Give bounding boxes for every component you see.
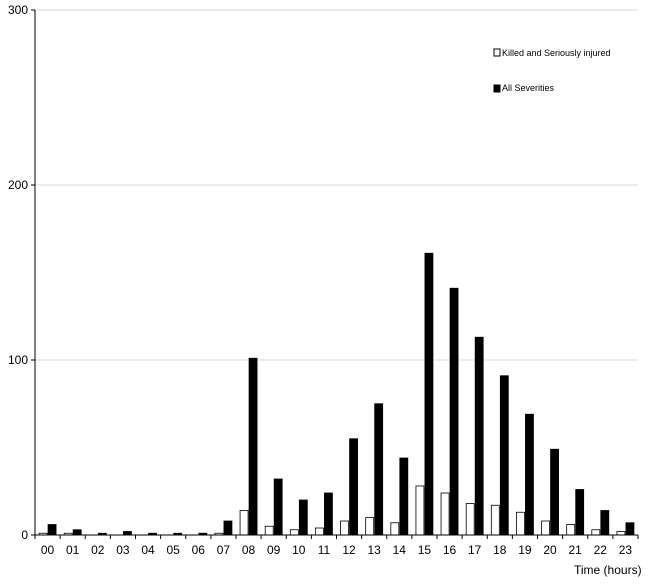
bar-kasi-17 <box>465 503 475 536</box>
bar-kasi-23 <box>616 531 626 536</box>
bar-all-14 <box>399 457 409 536</box>
x-tick-label: 07 <box>217 543 231 557</box>
y-tick-label: 100 <box>8 353 28 367</box>
bar-all-19 <box>525 413 534 536</box>
bar-all-09 <box>273 478 283 536</box>
bar-kasi-14 <box>390 522 400 536</box>
bar-all-12 <box>349 438 358 536</box>
gridlines <box>35 9 638 361</box>
bar-kasi-22 <box>591 529 601 536</box>
y-tick-label: 0 <box>21 528 28 542</box>
bar-kasi-18 <box>490 504 500 536</box>
x-tick-label: 15 <box>418 543 432 557</box>
legend-label-kasi: Killed and Seriously injured <box>502 48 611 58</box>
bar-kasi-15 <box>415 485 425 536</box>
bar-all-15 <box>424 252 434 536</box>
bar-kasi-16 <box>440 492 450 536</box>
x-tick-label: 21 <box>569 543 583 557</box>
x-tick-label: 03 <box>116 543 130 557</box>
bars <box>38 252 635 536</box>
x-tick-label: 08 <box>242 543 256 557</box>
bar-all-13 <box>374 403 384 536</box>
x-tick-label: 06 <box>192 543 206 557</box>
bar-all-17 <box>474 336 484 536</box>
bar-all-20 <box>550 448 559 536</box>
legend-swatch-kasi <box>493 48 501 57</box>
bar-all-10 <box>298 499 308 536</box>
x-tick-label: 04 <box>141 543 155 557</box>
bar-all-18 <box>499 375 509 536</box>
x-axis-ticks: 00 01 02 03 04 05 06 07 08 09 10 11 12 13 14 15 16 17 18 19… <box>34 535 639 557</box>
bar-all-22 <box>600 510 610 536</box>
x-tick-label: 00 <box>41 543 55 557</box>
y-axis-ticks: 0 100 200 300 <box>8 3 35 542</box>
bar-kasi-21 <box>566 524 576 536</box>
bar-kasi-19 <box>516 511 525 536</box>
bar-all-00 <box>47 524 57 536</box>
x-tick-label: 12 <box>342 543 356 557</box>
bar-kasi-09 <box>264 525 274 536</box>
x-tick-label: 13 <box>368 543 382 557</box>
legend: Killed and Seriously injured All Severit… <box>493 48 611 93</box>
bar-all-21 <box>575 489 585 536</box>
bar-all-03 <box>123 531 132 536</box>
bar-all-01 <box>72 529 82 536</box>
bar-kasi-10 <box>289 529 299 536</box>
x-tick-label: 02 <box>91 543 105 557</box>
bar-all-23 <box>625 522 635 536</box>
x-tick-label: 10 <box>292 543 306 557</box>
x-tick-label: 20 <box>543 543 557 557</box>
x-tick-label: 14 <box>393 543 407 557</box>
bar-kasi-11 <box>315 527 324 536</box>
x-tick-label: 05 <box>167 543 181 557</box>
bar-kasi-20 <box>541 520 550 536</box>
bar-all-11 <box>324 492 333 536</box>
bar-all-16 <box>449 287 459 536</box>
bar-kasi-08 <box>239 510 249 536</box>
bar-all-07 <box>223 520 233 536</box>
x-tick-label: 19 <box>518 543 532 557</box>
x-axis-title: Time (hours) <box>574 563 642 577</box>
bar-kasi-13 <box>365 517 375 536</box>
x-tick-label: 23 <box>619 543 633 557</box>
x-tick-label: 16 <box>443 543 457 557</box>
x-tick-label: 01 <box>66 543 80 557</box>
legend-label-all: All Severities <box>502 83 555 93</box>
y-tick-label: 300 <box>8 3 28 17</box>
x-tick-label: 11 <box>318 543 331 557</box>
x-tick-label: 18 <box>493 543 507 557</box>
legend-swatch-all <box>493 84 501 93</box>
x-tick-label: 17 <box>468 543 482 557</box>
bar-all-08 <box>248 357 258 536</box>
y-tick-label: 200 <box>8 178 28 192</box>
x-tick-label: 22 <box>594 543 608 557</box>
x-tick-label: 09 <box>267 543 281 557</box>
bar-kasi-12 <box>340 520 349 536</box>
